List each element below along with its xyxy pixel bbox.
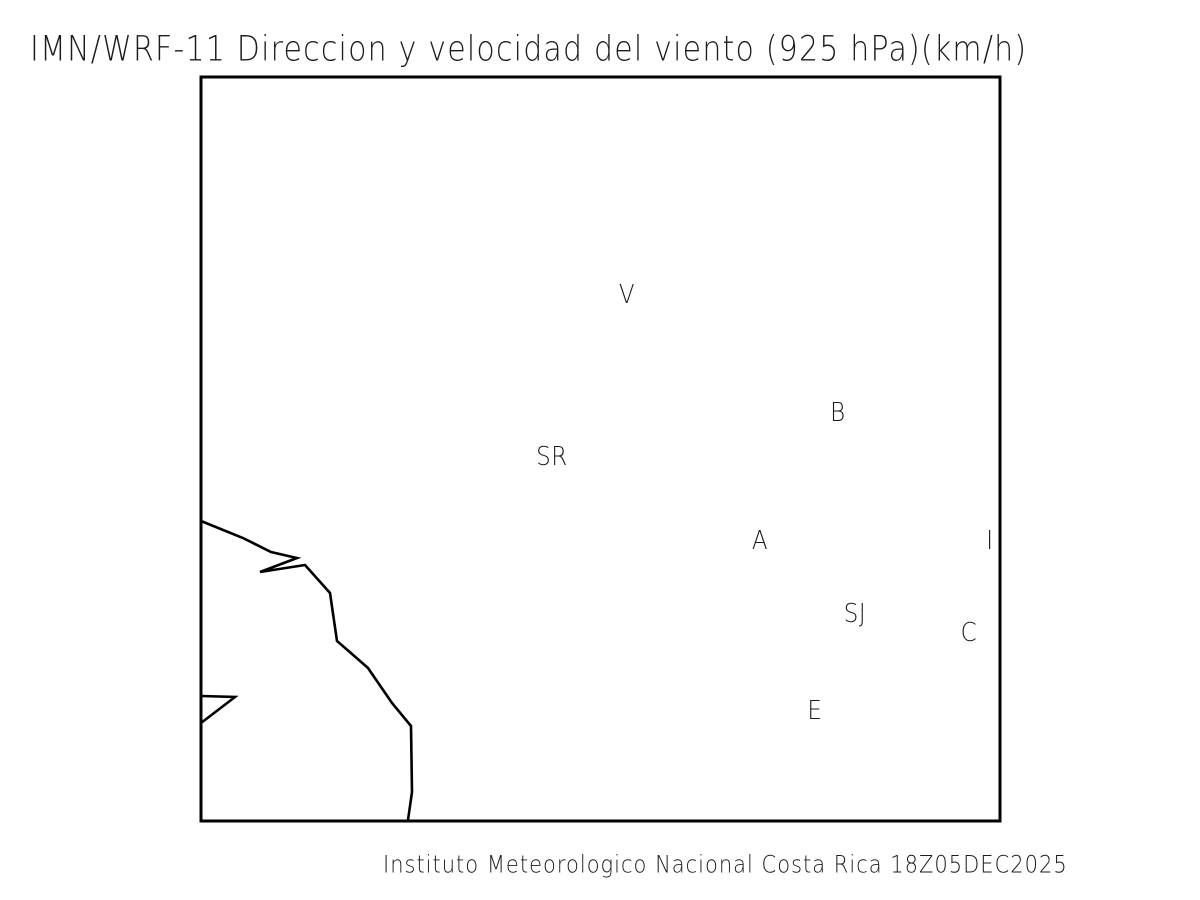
station-label-b: B: [830, 398, 846, 428]
station-label-a: A: [751, 526, 769, 556]
station-label-e: E: [807, 696, 823, 726]
station-label-i: I: [986, 526, 994, 556]
station-label-sr: SR: [536, 442, 568, 472]
coastline-group: [200, 519, 414, 821]
station-label-c: C: [960, 618, 978, 648]
coastline-path-1: [200, 694, 239, 725]
coastline-path-0: [200, 519, 414, 821]
station-label-v: V: [618, 280, 636, 310]
page-title: IMN/WRF-11 Direccion y velocidad del vie…: [30, 29, 1028, 70]
station-label-sj: SJ: [843, 599, 867, 629]
footer-credit: Instituto Meteorologico Nacional Costa R…: [383, 851, 1068, 879]
map-frame: [199, 75, 1002, 823]
